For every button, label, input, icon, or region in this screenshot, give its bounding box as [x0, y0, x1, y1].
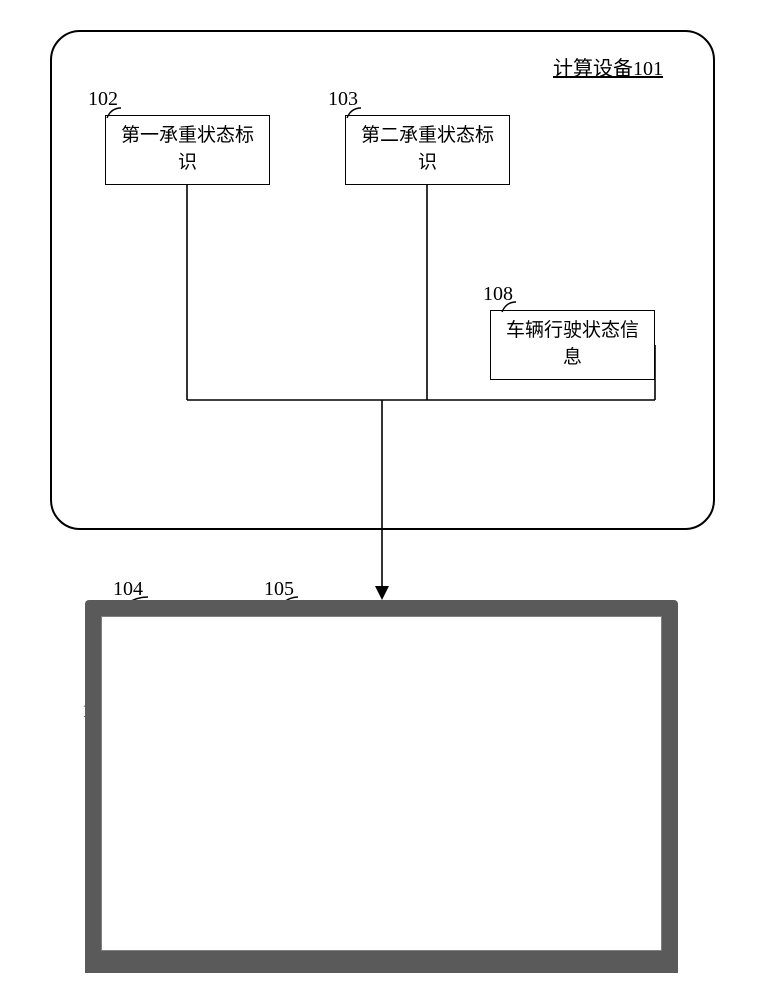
arrow-down-icon [375, 586, 389, 600]
display-device-bezel [85, 600, 678, 973]
display-device-screen [101, 616, 662, 951]
